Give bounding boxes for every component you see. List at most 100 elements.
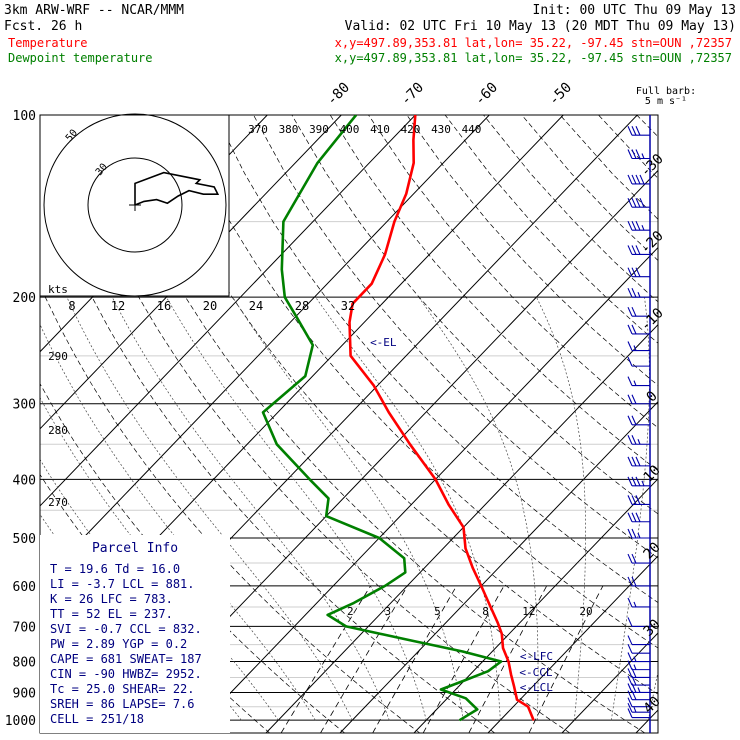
mixing-ratio-label: 12 [522, 605, 535, 618]
wind-barb-full [631, 512, 637, 522]
hodograph-trace [134, 171, 220, 206]
dry-adiabat-line [521, 115, 658, 261]
wind-barb-full [627, 597, 633, 608]
temperature-tick-label: -20 [638, 228, 667, 257]
wind-barb-half [641, 480, 645, 487]
mixing-ratio-label: 8 [482, 605, 489, 618]
init-time: Init: 00 UTC Thu 09 May 13 [533, 3, 737, 18]
dewpoint-point [284, 296, 286, 298]
wind-barb-full [627, 394, 633, 404]
temperature-point [480, 585, 482, 587]
dewpoint-point [281, 268, 283, 271]
wind-barb-full [631, 495, 637, 505]
moist-adiabat-line [232, 297, 464, 721]
isotherm-line [487, 555, 658, 733]
wind-barb-full [627, 675, 633, 686]
wind-barb-full [631, 126, 637, 136]
wind-barb-full [627, 643, 633, 654]
pressure-tick-label: 400 [13, 473, 36, 488]
wind-barb-full [627, 267, 633, 277]
mixing-ratio-line [280, 585, 371, 733]
wind-barb-half [637, 439, 641, 445]
wind-barb-full [635, 476, 641, 487]
parcel-info-title: Parcel Info [92, 541, 178, 556]
pressure-tick-label: 1000 [5, 714, 36, 729]
dry-adiabat-line [253, 115, 658, 559]
pressure-tick-label: 800 [13, 656, 36, 671]
dewpoint-point [412, 640, 415, 642]
temperature-point [501, 633, 503, 635]
mixing-ratio-label: 2 [347, 605, 354, 618]
wind-barb-half [633, 656, 637, 662]
dry-adiabat-line [176, 115, 658, 649]
dry-adiabat-line [40, 170, 496, 733]
wind-barb-full [635, 174, 641, 185]
parcel-level-label: <-EL [370, 336, 397, 349]
parcel-info-row: CAPE = 681 SWEAT= 187 [50, 652, 202, 666]
temperature-point [351, 303, 354, 305]
theta-tick-label: 430 [431, 123, 451, 136]
hodograph-ring [43, 113, 227, 297]
wind-barb-full [635, 197, 641, 208]
wind-barb-full [631, 528, 637, 539]
wind-barb-full [627, 456, 633, 467]
dewpoint-point [312, 344, 314, 346]
moist-adiabat-line [536, 297, 586, 721]
dewpoint-point [309, 478, 311, 480]
wind-barb-full [631, 149, 637, 159]
valid-time: Valid: 02 UTC Fri 10 May 13 (20 MDT Thu … [345, 19, 736, 34]
temperature-tick-label: -30 [638, 151, 667, 180]
temperature-point [434, 478, 437, 480]
wind-barb-full [631, 476, 637, 487]
isotherm-line [413, 478, 658, 733]
dewpoint-point [353, 602, 355, 604]
parcel-level-label: <-LCL [520, 681, 553, 694]
theta-side-label: 270 [48, 496, 68, 509]
pressure-tick-label: 500 [13, 532, 36, 547]
barb-legend-line2: 5 m s⁻¹ [645, 96, 687, 107]
temperature-point [490, 606, 492, 608]
wind-barb-full [635, 512, 641, 522]
moist-adiabat-line [66, 297, 353, 721]
wind-barb-half [633, 664, 637, 670]
dry-adiabat-line [291, 115, 658, 515]
theta-tick-label: 410 [370, 123, 390, 136]
dewpoint-point [327, 497, 330, 499]
parcel-info-row: T = 19.6 Td = 16.0 [50, 562, 180, 576]
temperature-tick-label: 20 [641, 539, 664, 562]
isotherm-line [191, 246, 658, 733]
speed-tick-label: 16 [157, 299, 171, 313]
moist-adiabat-line [111, 297, 390, 721]
temperature-line [348, 115, 535, 721]
wind-barb-full [627, 287, 633, 298]
wind-barb-full [627, 702, 633, 713]
dry-adiabat-line [598, 115, 658, 179]
temperature-point [413, 162, 415, 164]
moist-adiabat-line [315, 296, 501, 721]
hodograph-ring [87, 157, 183, 253]
temperature-point [405, 193, 407, 195]
wind-barb-full [635, 267, 641, 277]
legend-temperature: Temperature [8, 36, 87, 50]
speed-tick-label: 32 [341, 299, 355, 313]
parcel-info-row: Tc = 25.0 SHEAR= 22. [50, 682, 195, 696]
wind-barb-full [639, 197, 645, 208]
theta-tick-label: 380 [279, 123, 299, 136]
mixing-ratio-label: 20 [579, 605, 592, 618]
temperature-point [447, 503, 450, 506]
temperature-tick-label: -70 [398, 80, 427, 109]
wind-barb-full [631, 197, 637, 208]
dewpoint-point [440, 688, 442, 691]
temperature-point [393, 220, 395, 223]
dewpoint-point [282, 220, 284, 223]
wind-barb-full [631, 435, 637, 445]
theta-side-label: 290 [48, 350, 68, 363]
dry-adiabat-line [636, 115, 658, 138]
dry-adiabat-line [406, 115, 658, 386]
pressure-tick-label: 100 [13, 109, 36, 124]
wind-barb-full [627, 553, 633, 564]
wind-barb-full [639, 174, 645, 185]
wind-barb-full [627, 341, 633, 351]
wind-barb-half [641, 153, 645, 159]
